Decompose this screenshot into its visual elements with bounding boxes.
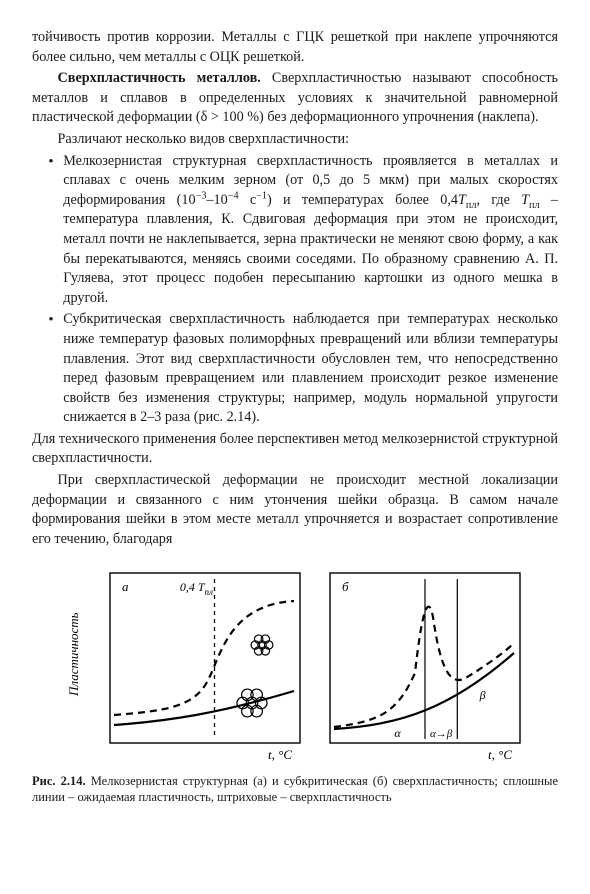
sup: −1 [256, 190, 267, 201]
var-T: T [458, 192, 466, 208]
t: – температура плавления, К. Сдвиговая де… [63, 192, 558, 306]
caption-fig-number: Рис. 2.14. [32, 774, 86, 788]
svg-text:а: а [122, 579, 129, 594]
svg-text:Пластичность: Пластичность [66, 613, 81, 698]
paragraph-types-lead: Различают несколько видов сверхпластично… [32, 130, 558, 150]
bullet-subcritical: Субкритическая сверхпластичность наблюда… [63, 310, 558, 428]
paragraph-technical-use: Для технического применения более перспе… [32, 430, 558, 469]
svg-text:t, °C: t, °C [488, 747, 512, 762]
svg-text:α→β: α→β [430, 728, 453, 740]
sup: −4 [228, 190, 239, 201]
sub: пл [466, 200, 477, 211]
t: –10 [206, 192, 227, 208]
svg-text:0,4 T: 0,4 T [180, 580, 206, 594]
paragraph-deformation: При сверхпластической деформации не прои… [32, 471, 558, 549]
svg-text:t, °C: t, °C [268, 747, 292, 762]
bullet-fine-grain: Мелкозернистая структурная сверхпластичн… [63, 152, 558, 309]
caption-text: Мелкозернистая структурная (а) и субкрит… [32, 774, 558, 804]
run-bold-title: Сверхпластичность металлов. [58, 70, 261, 86]
bullet-list: Мелкозернистая структурная сверхпластичн… [32, 152, 558, 428]
t: c [239, 192, 257, 208]
figure-2-14: Пластичность а 0,4 Tпл б α α→β β t, °C t, °C [32, 563, 558, 763]
svg-text:β: β [479, 688, 486, 702]
figure-caption: Рис. 2.14. Мелкозернистая структурная (а… [32, 773, 558, 805]
t: ) и температурах более 0,4 [267, 192, 458, 208]
figure-svg: Пластичность а 0,4 Tпл б α α→β β t, °C t, °C [60, 563, 530, 763]
sup: −3 [196, 190, 207, 201]
svg-text:α: α [394, 726, 401, 740]
t: , где [476, 192, 521, 208]
var-T2: T [521, 192, 529, 208]
paragraph-continuation: тойчивость против коррозии. Металлы с ГЦ… [32, 28, 558, 67]
svg-text:б: б [342, 579, 349, 594]
svg-text:пл: пл [205, 587, 214, 597]
paragraph-superplasticity-intro: Сверхпластичность металлов. Сверхпластич… [32, 69, 558, 128]
sub2: пл [529, 200, 540, 211]
